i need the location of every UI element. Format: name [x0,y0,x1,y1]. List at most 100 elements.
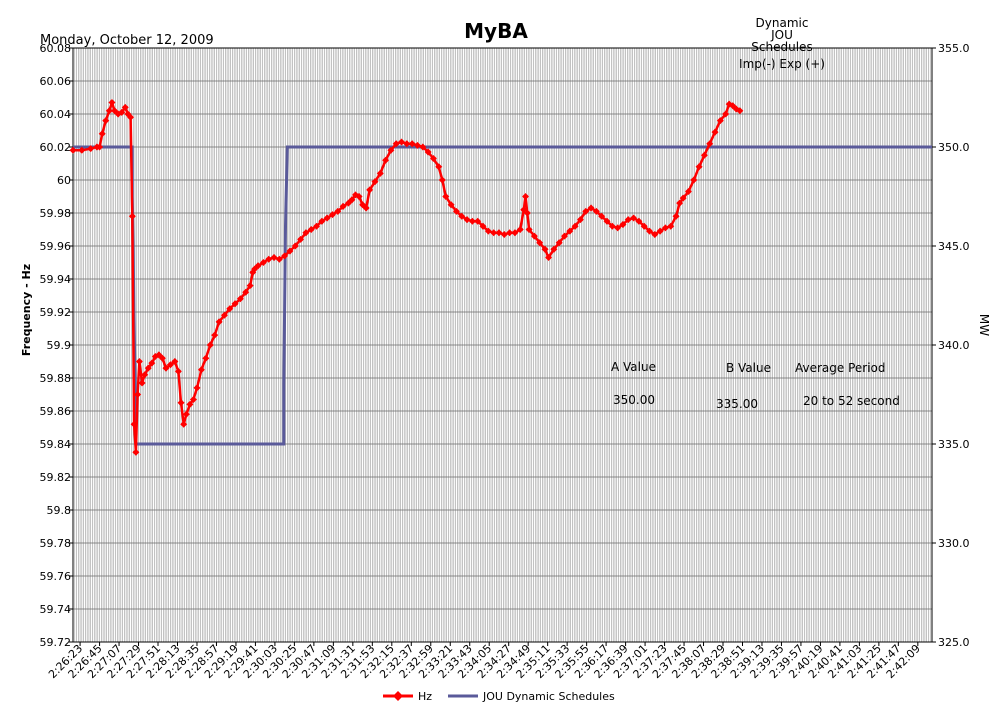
annotation-period-value: 20 to 52 second [803,394,900,408]
hz-point [598,212,606,220]
hz-point [630,214,638,222]
hz-point [270,254,278,262]
hz-point [582,207,590,215]
hz-point [231,300,239,308]
hz-point [603,217,611,225]
hz-point [571,222,579,230]
hz-point [722,110,730,118]
hz-point [108,98,116,106]
hz-point [545,254,553,262]
hz-point [246,282,254,290]
hz-point [318,217,326,225]
hz-point [259,259,267,266]
hz-point [640,222,648,230]
hz-point [566,227,574,235]
hz-point [148,359,156,367]
hz-point [560,232,568,240]
right-tick-label: 345.0 [938,240,970,253]
hz-point [132,448,140,456]
hz-point [281,252,289,260]
hz-point [182,410,190,418]
hz-point [313,222,321,230]
hz-point [711,128,719,136]
hz-point [87,145,95,153]
hz-point [550,245,558,253]
hz-point [162,364,170,372]
left-tick-label: 60.04 [40,108,72,121]
hz-point [716,117,724,125]
hz-point [452,207,460,215]
hz-point [202,354,210,362]
hz-point [541,245,549,253]
left-tick-label: 60 [57,174,71,187]
left-tick-label: 60.08 [40,42,72,55]
hz-point [254,262,262,270]
hz-point [684,188,692,196]
x-axis-ticks: 2:26:232:26:452:27:072:27:292:27:512:28:… [46,642,923,681]
right-axis-ticks: 325.0 330.0 335.0 340.0 345.0 350.0 355.0 [932,42,970,649]
hz-point [695,163,703,171]
left-axis-ticks: 59.72 59.74 59.76 59.78 59.8 59.82 59.84 59.86 5… [40,42,73,649]
hz-point [435,163,443,171]
hz-point [297,235,305,243]
annotation-a-value: 350.00 [613,393,655,407]
corner-note-line-4: Imp(-) Exp (+) [739,57,825,71]
hz-point [468,217,476,225]
hz-point [700,151,708,159]
hz-point [651,230,659,238]
hz-point [286,247,294,255]
right-tick-label: 335.0 [938,438,970,451]
corner-note-line-2: JOU [770,28,793,42]
hz-point [362,204,370,212]
legend-hz-label: Hz [418,690,432,703]
left-tick-label: 59.96 [40,240,72,253]
hz-point [458,212,466,220]
hz-point [355,193,363,200]
hz-point [127,113,135,121]
left-tick-label: 60.02 [40,141,72,154]
hz-point [226,305,234,313]
left-tick-label: 59.82 [40,471,72,484]
hz-point [171,358,179,365]
hz-point [479,222,487,230]
hz-point [144,364,152,372]
hz-point [523,209,531,217]
left-tick-label: 59.8 [47,504,72,517]
hz-point [197,366,205,374]
hz-point [189,395,197,403]
hz-point [118,108,126,116]
left-tick-label: 59.86 [40,405,72,418]
hz-point [265,255,273,263]
y-axis-right-label: MW [977,314,991,336]
hz-point [128,212,136,220]
left-tick-label: 59.92 [40,306,72,319]
hz-point [463,216,471,224]
hz-point [193,384,201,392]
left-tick-label: 59.88 [40,372,72,385]
hz-point [624,216,632,224]
hz-point [166,361,174,369]
legend: Hz JOU Dynamic Schedules [383,690,615,703]
hz-point [536,239,544,247]
annotation-a-label: A Value [611,360,656,374]
hz-point [174,367,182,375]
hz-point [242,288,250,296]
hz-point [334,207,342,215]
left-tick-label: 59.76 [40,570,72,583]
hz-point [180,420,188,428]
hz-point [679,194,687,202]
hz-point [186,400,194,408]
left-tick-label: 59.72 [40,636,72,649]
left-tick-label: 59.9 [47,339,72,352]
left-tick-label: 59.84 [40,438,72,451]
hz-point [656,227,664,235]
hz-point [134,391,142,398]
hz-point [158,354,166,362]
hz-point [376,169,384,177]
hz-point [419,143,427,151]
hz-point [328,211,336,219]
hz-point [291,242,299,250]
hz-point [736,107,744,115]
right-tick-label: 355.0 [938,42,970,55]
hz-point [511,229,519,237]
